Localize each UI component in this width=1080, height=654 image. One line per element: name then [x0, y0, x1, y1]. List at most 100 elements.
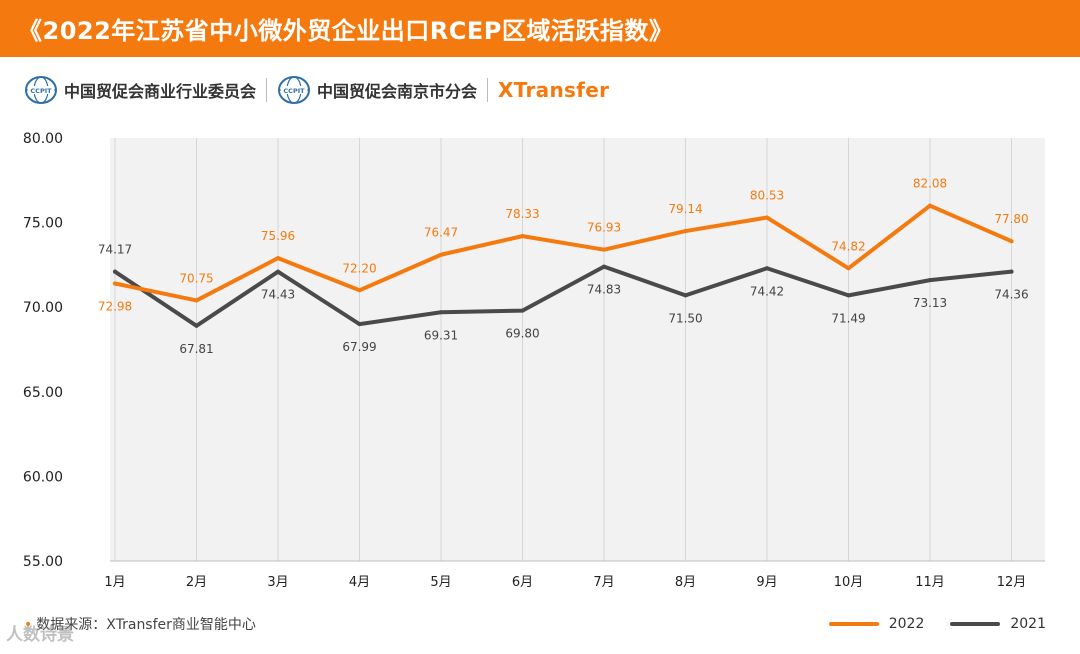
- data-label-2022: 77.80: [994, 212, 1028, 226]
- data-label-2021: 69.80: [505, 327, 539, 341]
- data-point-2021: [439, 310, 443, 315]
- data-point-2021: [1009, 269, 1014, 274]
- ccpit-commerce-committee-logo: CCPIT 中国贸促会商业行业委员会: [24, 75, 256, 105]
- data-source-note: • 数据来源：XTransfer商业智能中心: [24, 614, 256, 634]
- x-tick-label: 3月: [267, 575, 288, 590]
- watermark: 人数诗景: [6, 620, 74, 645]
- x-tick-label: 7月: [593, 575, 614, 590]
- x-tick-label: 5月: [430, 575, 451, 590]
- legend-label-2022: 2022: [888, 616, 925, 632]
- x-tick-label: 1月: [104, 575, 125, 590]
- data-point-2022: [1009, 239, 1014, 244]
- data-label-2021: 74.36: [994, 288, 1028, 302]
- watermark-text: 人数诗景: [6, 625, 74, 645]
- data-point-2021: [357, 322, 362, 327]
- y-tick-label: 55.00: [23, 554, 63, 570]
- data-point-2022: [765, 215, 769, 220]
- data-point-2021: [113, 269, 117, 274]
- data-labels: 72.98 70.75 75.96 72.20 76.47 78.33 76.93 79.14…: [98, 177, 1029, 356]
- y-tick-label: 75.00: [23, 216, 63, 232]
- data-point-2021: [683, 293, 688, 298]
- data-label-2022: 76.47: [424, 226, 458, 240]
- data-point-2022: [113, 281, 117, 286]
- x-tick-label: 6月: [512, 575, 533, 590]
- data-label-2021: 74.42: [750, 284, 784, 298]
- data-label-2022: 75.96: [261, 229, 295, 243]
- data-label-2022: 74.82: [831, 239, 865, 253]
- data-label-2021: 67.81: [179, 342, 213, 356]
- data-label-2021: 73.13: [913, 296, 947, 310]
- plot-area: [110, 138, 1045, 561]
- xtransfer-wordmark: XTransfer: [498, 78, 610, 102]
- legend-item-2022: 2022: [828, 616, 925, 632]
- ccpit-nanjing-name: 中国贸促会南京市分会: [317, 82, 478, 101]
- source-bullet: •: [24, 617, 33, 633]
- data-point-2021: [194, 323, 199, 328]
- data-point-2022: [683, 229, 688, 234]
- logo-divider: [266, 78, 268, 102]
- source-text: 数据来源：XTransfer商业智能中心: [36, 617, 256, 633]
- data-label-2022: 78.33: [505, 207, 539, 221]
- data-label-2021: 74.43: [261, 288, 295, 302]
- data-label-2022: 80.53: [750, 189, 784, 203]
- ccpit-badge-text: CCPIT: [283, 87, 305, 95]
- x-tick-label: 9月: [756, 575, 777, 590]
- data-label-2021: 71.49: [831, 311, 865, 325]
- data-label-2022: 70.75: [179, 271, 213, 285]
- data-label-2021: 74.83: [587, 283, 621, 297]
- title-banner: 《2022年江苏省中小微外贸企业出口RCEP区域活跃指数》: [0, 0, 1080, 57]
- series-lines: [113, 203, 1014, 328]
- chart-legend: 2022 2021: [803, 613, 1046, 635]
- y-tick-label: 70.00: [23, 300, 63, 316]
- series-line-2021: [113, 264, 1014, 328]
- ccpit-badge-text: CCPIT: [30, 87, 52, 95]
- data-point-2022: [439, 252, 443, 257]
- data-point-2021: [928, 278, 932, 283]
- grid-lines: [114, 138, 1012, 561]
- data-label-2021: 69.31: [424, 328, 458, 342]
- data-point-2022: [194, 298, 199, 303]
- ccpit-commerce-committee-name: 中国贸促会商业行业委员会: [64, 82, 257, 101]
- data-point-2022: [357, 288, 362, 293]
- legend-swatch-2022: [828, 622, 879, 626]
- data-point-2022: [602, 247, 606, 252]
- data-label-2022: 79.14: [668, 202, 702, 216]
- x-tick-label: 11月: [915, 575, 945, 590]
- legend-label-2021: 2021: [1010, 616, 1046, 632]
- legend-swatch-2021: [950, 622, 1001, 626]
- data-point-2021: [846, 293, 851, 298]
- data-point-2022: [520, 234, 525, 239]
- legend-item-2021: 2021: [950, 616, 1046, 632]
- xtransfer-logo: XTransfer: [498, 78, 609, 102]
- data-point-2022: [276, 256, 280, 261]
- x-tick-label: 4月: [349, 575, 370, 590]
- x-tick-label: 12月: [997, 575, 1027, 590]
- data-label-2022: 76.93: [587, 221, 621, 235]
- series-line-2022: [113, 203, 1014, 303]
- y-tick-label: 60.00: [23, 469, 63, 485]
- x-tick-label: 8月: [675, 575, 696, 590]
- organization-logos: CCPIT 中国贸促会商业行业委员会 CCPIT 中国贸促会南京市分会 XTra…: [24, 72, 704, 108]
- ccpit-nanjing-logo: CCPIT 中国贸促会南京市分会: [277, 75, 477, 105]
- ccpit-globe-icon: CCPIT: [25, 76, 57, 104]
- data-label-2021: 71.50: [668, 311, 702, 325]
- x-tick-label: 10月: [834, 575, 864, 590]
- data-label-2022: 82.08: [913, 177, 947, 191]
- data-point-2021: [520, 308, 525, 313]
- data-label-2021: 67.99: [342, 340, 376, 354]
- data-point-2021: [602, 264, 606, 269]
- data-point-2021: [765, 266, 769, 271]
- data-label-2022: 72.98: [98, 300, 132, 314]
- y-tick-label: 80.00: [23, 131, 63, 147]
- ccpit-globe-icon: CCPIT: [278, 76, 311, 104]
- y-tick-label: 65.00: [23, 385, 63, 401]
- page-title: 《2022年江苏省中小微外贸企业出口RCEP区域活跃指数》: [18, 17, 674, 45]
- logo-divider: [487, 78, 489, 102]
- axes: 80.00 75.00 70.00 65.00 60.00 55.00 1月 2月 3月 4月 5月…: [23, 131, 1045, 590]
- x-tick-label: 2月: [186, 575, 207, 590]
- data-point-2022: [846, 266, 851, 271]
- data-point-2021: [276, 269, 280, 274]
- data-label-2021: 74.17: [98, 243, 132, 257]
- data-label-2022: 72.20: [342, 261, 376, 275]
